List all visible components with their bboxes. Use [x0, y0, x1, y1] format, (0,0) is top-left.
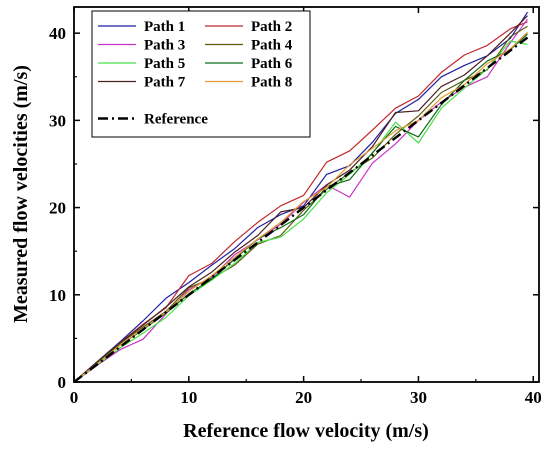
series-line-path-5	[73, 40, 528, 383]
legend-label-path-2: Path 2	[251, 19, 292, 35]
legend-label-path-7: Path 7	[144, 75, 186, 91]
ticks: 0 10 20 30 40 0 10 20 30 40	[49, 7, 542, 407]
legend-label-path-4: Path 4	[251, 38, 293, 54]
axes-frame	[73, 6, 540, 383]
x-tick-label: 40	[525, 388, 542, 407]
series-line-reference	[73, 36, 529, 383]
x-tick-label: 10	[180, 388, 197, 407]
legend-label-path-1: Path 1	[144, 19, 185, 35]
y-tick-label: 20	[49, 199, 66, 218]
legend-label-path-8: Path 8	[251, 75, 292, 91]
series-line-path-4	[73, 25, 528, 383]
x-tick-label: 20	[295, 388, 312, 407]
x-axis-title: Reference flow velocity (m/s)	[183, 420, 429, 442]
legend-label-path-5: Path 5	[144, 56, 185, 72]
legend-label-reference: Reference	[144, 112, 208, 128]
series-line-path-8	[73, 31, 528, 383]
y-tick-label: 30	[49, 111, 66, 130]
series-line-path-1	[73, 11, 529, 383]
y-axis-title: Measured flow velocities (m/s)	[10, 65, 32, 323]
y-tick-label: 10	[49, 286, 66, 305]
x-tick-label: 0	[70, 388, 79, 407]
x-tick-label: 30	[410, 388, 427, 407]
y-tick-label: 40	[49, 24, 66, 43]
legend-label-path-6: Path 6	[251, 56, 293, 72]
legend-label-path-3: Path 3	[144, 38, 185, 54]
legend-box	[91, 10, 311, 138]
y-tick-label: 0	[58, 373, 67, 392]
legend: Path 1 Path 2 Path 3 Path 4 Path 5 Path 6 Path…	[91, 10, 311, 138]
plot-area	[73, 11, 529, 383]
